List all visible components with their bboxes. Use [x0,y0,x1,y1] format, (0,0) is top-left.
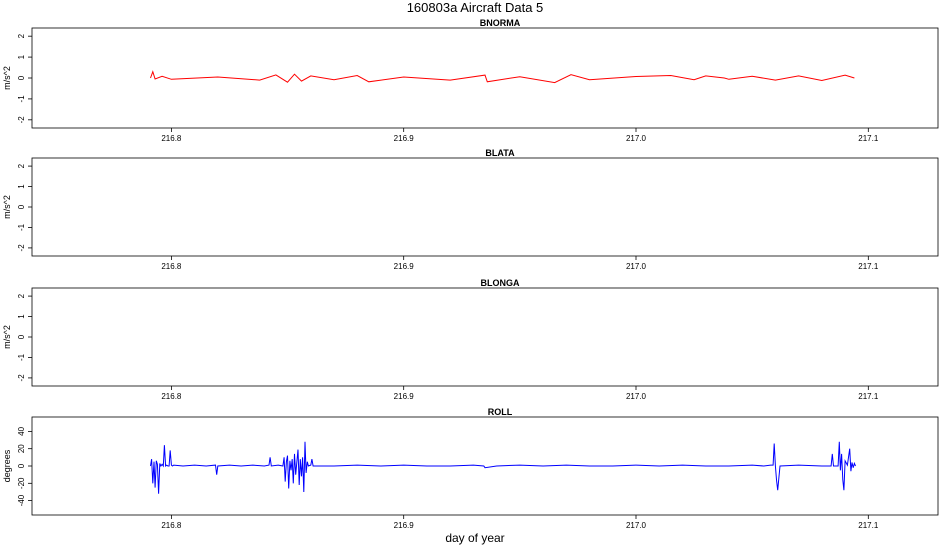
x-tick-label: 217.1 [858,134,879,143]
plot-frame [31,287,939,387]
y-tick-label: 1 [17,54,26,59]
series-line [150,441,856,494]
panel-title: BLATA [485,148,515,158]
y-tick-label: -1 [17,353,26,361]
x-tick-label: 216.8 [161,262,182,271]
y-tick-label: -20 [17,477,26,489]
x-tick-label: 216.8 [161,521,182,530]
y-tick-label: 1 [17,314,26,319]
y-tick-label: 20 [17,444,26,453]
y-tick-label: -2 [17,116,26,124]
plot-frame [31,157,939,257]
y-tick-label: 0 [17,204,26,209]
y-tick-label: -1 [17,223,26,231]
y-tick-label: -1 [17,95,26,103]
panel-title: BNORMA [480,18,521,28]
y-axis-label: m/s^2 [2,195,12,219]
y-tick-label: -40 [17,494,26,506]
x-tick-label: 216.9 [394,521,415,530]
y-tick-label: 1 [17,184,26,189]
panel-title: BLONGA [481,278,520,288]
x-tick-label: 216.9 [394,134,415,143]
y-tick-label: 0 [17,463,26,468]
panel-title: ROLL [488,407,513,417]
y-tick-label: 2 [17,33,26,38]
y-tick-label: 0 [17,75,26,80]
x-tick-label: 216.9 [394,392,415,401]
x-tick-label: 216.8 [161,392,182,401]
main-title: 160803a Aircraft Data 5 [406,0,544,15]
y-tick-label: -2 [17,244,26,252]
y-tick-label: -2 [17,374,26,382]
series-line [150,70,855,84]
x-tick-label: 217.0 [626,262,647,271]
x-tick-label: 217.1 [858,262,879,271]
y-axis-label: m/s^2 [2,325,12,349]
y-axis-label: m/s^2 [2,66,12,90]
x-tick-label: 217.1 [858,521,879,530]
x-axis-label: day of year [445,531,505,545]
y-tick-label: 2 [17,163,26,168]
x-tick-label: 217.0 [626,521,647,530]
x-tick-label: 217.1 [858,392,879,401]
x-tick-label: 217.0 [626,392,647,401]
y-axis-label: degrees [2,449,12,482]
x-tick-label: 216.8 [161,134,182,143]
x-tick-label: 217.0 [626,134,647,143]
x-tick-label: 216.9 [394,262,415,271]
y-tick-label: 2 [17,293,26,298]
y-tick-label: 40 [17,426,26,435]
y-tick-label: 0 [17,334,26,339]
